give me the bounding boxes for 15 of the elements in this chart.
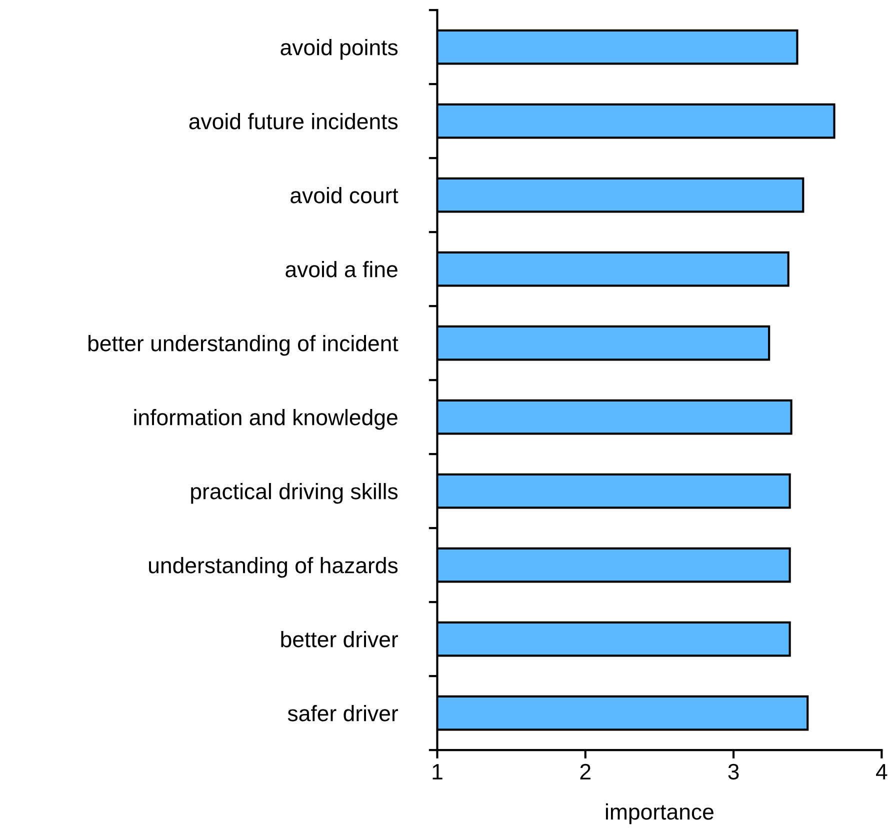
y-tick-label: practical driving skills — [191, 483, 398, 504]
y-tick-label: avoid future incidents — [189, 113, 398, 130]
y-tick-label: better understanding of incident — [88, 335, 398, 356]
y-tick-label: better driver — [281, 631, 398, 648]
y-tick-label: avoid a fine — [286, 261, 398, 278]
x-tick-label: 4 — [876, 764, 888, 780]
x-tick-label: 2 — [580, 764, 590, 780]
x-tick-label: 1 — [432, 764, 442, 780]
y-tick-label: understanding of hazards — [149, 557, 398, 578]
y-tick-label: information and knowledge — [134, 409, 398, 430]
x-axis-title: importance — [606, 803, 714, 824]
x-tick-label: 3 — [728, 764, 739, 780]
y-tick-label: avoid points — [280, 39, 398, 60]
y-tick-label: avoid court — [290, 187, 398, 204]
y-tick-label: safer driver — [288, 705, 398, 722]
